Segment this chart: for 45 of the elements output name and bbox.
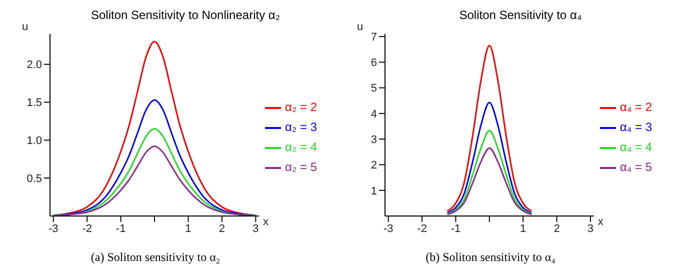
x-tick-label: -3 xyxy=(383,222,394,235)
x-axis-title: x xyxy=(598,216,604,228)
x-tick-label: -2 xyxy=(82,222,92,235)
chart-title: Soliton Sensitivity to α₄ xyxy=(459,8,582,22)
x-tick-label: 3 xyxy=(252,222,259,235)
x-tick-label: 3 xyxy=(587,222,594,235)
x-tick-label: -3 xyxy=(48,222,58,235)
legend-label: α₂ = 5 xyxy=(285,160,317,174)
line-series xyxy=(446,102,532,214)
x-tick-label: 2 xyxy=(218,222,226,235)
y-tick-label: 2 xyxy=(370,160,377,172)
y-tick-label: 4 xyxy=(370,108,377,120)
y-tick-label: 2.0 xyxy=(26,59,42,72)
legend-label: α₂ = 2 xyxy=(285,100,317,114)
line-series xyxy=(446,130,532,214)
y-tick-label: 5 xyxy=(370,82,377,95)
chart-title: Soliton Sensitivity to Nonlinearity α₂ xyxy=(90,8,280,22)
legend-label: α₂ = 4 xyxy=(285,140,317,154)
line-series xyxy=(446,44,532,212)
text: (b) Soliton sensitivity to α₄ xyxy=(424,250,556,265)
x-tick-label: 1 xyxy=(185,222,192,235)
line-series xyxy=(52,145,256,216)
legend-label: α₄ = 4 xyxy=(620,140,652,154)
text: (a) Soliton sensitivity to α₂ xyxy=(90,250,222,265)
legend-label: α₂ = 3 xyxy=(285,120,317,134)
x-tick-label: -1 xyxy=(116,222,126,235)
legend-label: α₄ = 2 xyxy=(620,100,652,114)
x-tick-label: -1 xyxy=(450,222,461,235)
y-tick-label: 7 xyxy=(370,31,377,44)
y-tick-label: 3 xyxy=(370,134,377,146)
y-tick-label: 1 xyxy=(370,185,377,198)
line-series xyxy=(52,128,256,216)
legend-label: α₄ = 3 xyxy=(620,120,652,134)
y-tick-label: 1.5 xyxy=(26,97,42,110)
x-axis-title: x xyxy=(263,216,270,228)
y-tick-label: 6 xyxy=(370,57,377,70)
legend-label: α₄ = 5 xyxy=(620,160,652,174)
x-tick-label: -2 xyxy=(417,222,427,235)
y-axis-title: u xyxy=(357,20,364,33)
y-tick-label: 1.0 xyxy=(26,135,42,148)
x-tick-label: 2 xyxy=(554,222,560,235)
x-tick-label: 1 xyxy=(520,222,526,235)
line-series xyxy=(446,147,532,216)
y-axis-title: u xyxy=(22,20,28,33)
y-tick-label: 0.5 xyxy=(26,172,42,185)
